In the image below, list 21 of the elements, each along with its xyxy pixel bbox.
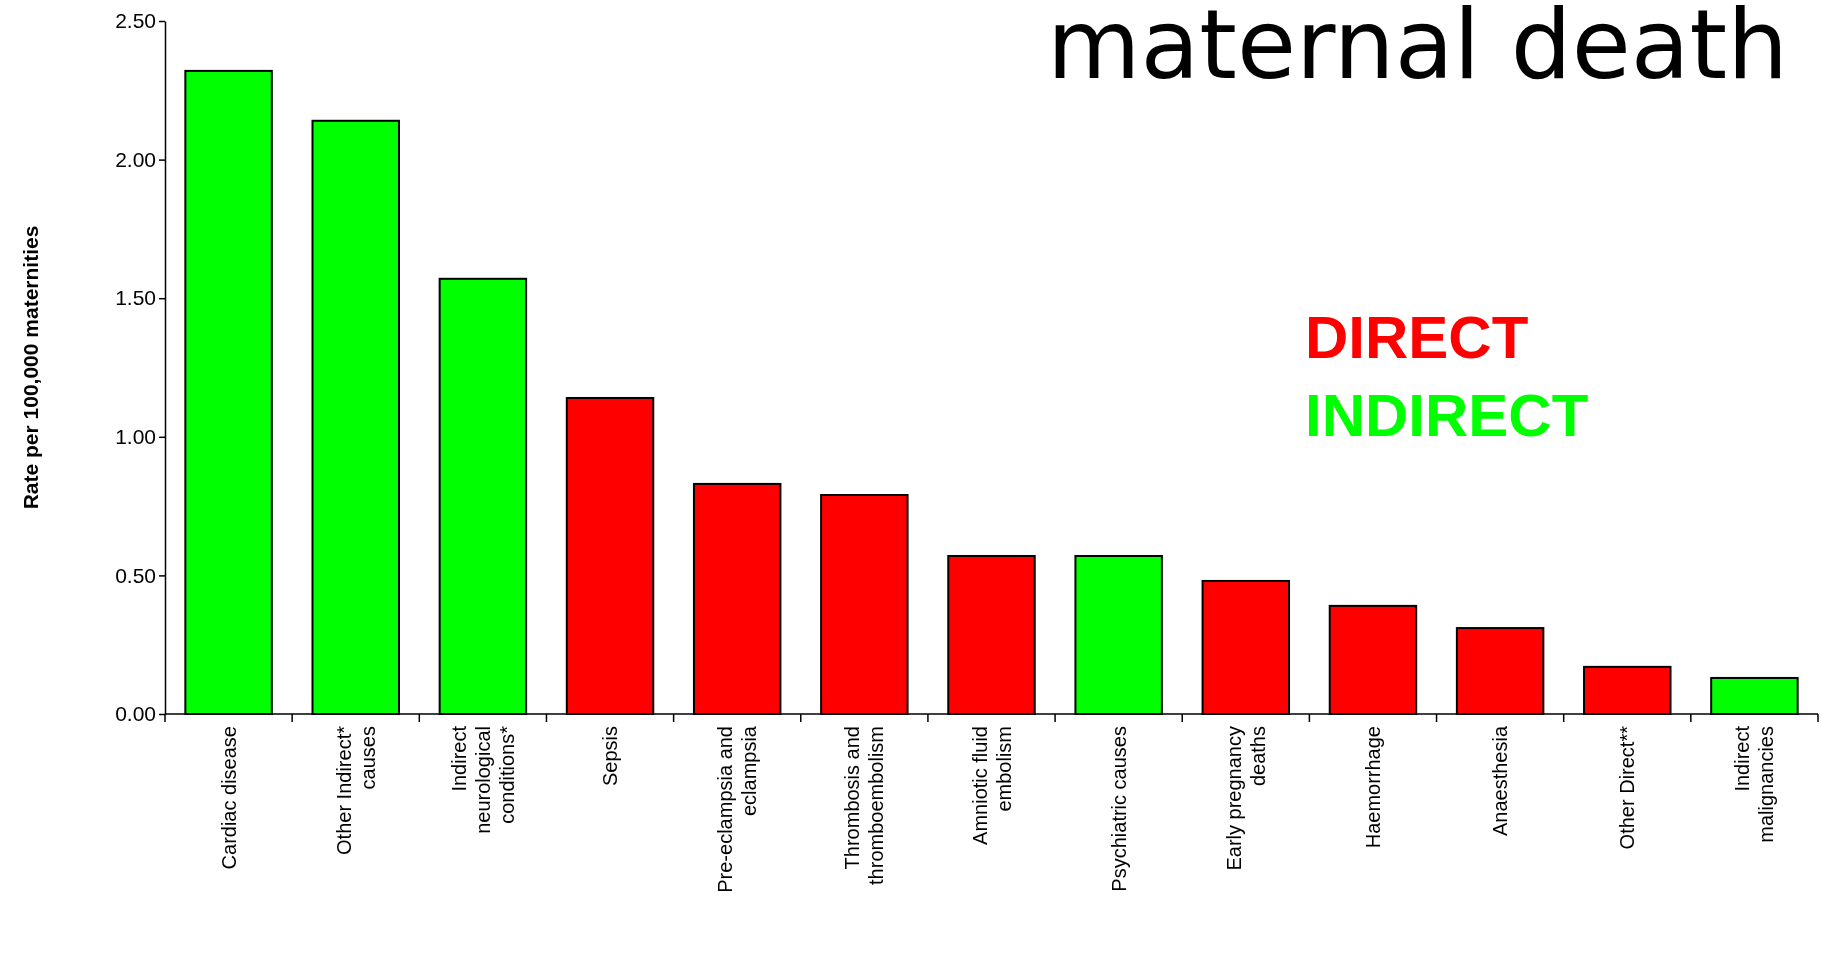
x-tick-label: Haemorrhage xyxy=(1361,726,1384,849)
x-tick-label: Early pregnancy deaths xyxy=(1222,726,1269,871)
x-tick-label: Amniotic fluid embolism xyxy=(968,726,1015,845)
x-tick-label: Other Indirect* causes xyxy=(332,725,379,855)
x-tick-label: Other Direct** xyxy=(1616,725,1639,850)
y-tick-label: 1.50 xyxy=(115,286,156,310)
y-tick-label: 0.50 xyxy=(115,563,156,587)
x-tick-label: Psychiatric causes xyxy=(1107,726,1130,892)
y-tick-label: 2.50 xyxy=(115,9,156,33)
x-tick-label: Indirect malignancies xyxy=(1731,725,1778,843)
y-tick-label: 0.00 xyxy=(115,702,156,726)
text: DIRECT xyxy=(1305,304,1529,371)
y-tick-label: 2.00 xyxy=(115,147,156,171)
text: INDIRECT xyxy=(1305,382,1589,449)
x-tick-label: Pre-eclampsia and eclampsia xyxy=(714,725,761,893)
x-tick-label: Cardiac disease xyxy=(217,726,240,870)
y-axis-title: Rate per 100,000 maternities xyxy=(19,225,42,510)
x-tick-label: Sepsis xyxy=(599,726,622,787)
y-tick-label: 1.00 xyxy=(115,425,156,449)
chart-title: maternal death xyxy=(1047,0,1788,101)
x-tick-label: Anaesthesia xyxy=(1489,725,1512,837)
